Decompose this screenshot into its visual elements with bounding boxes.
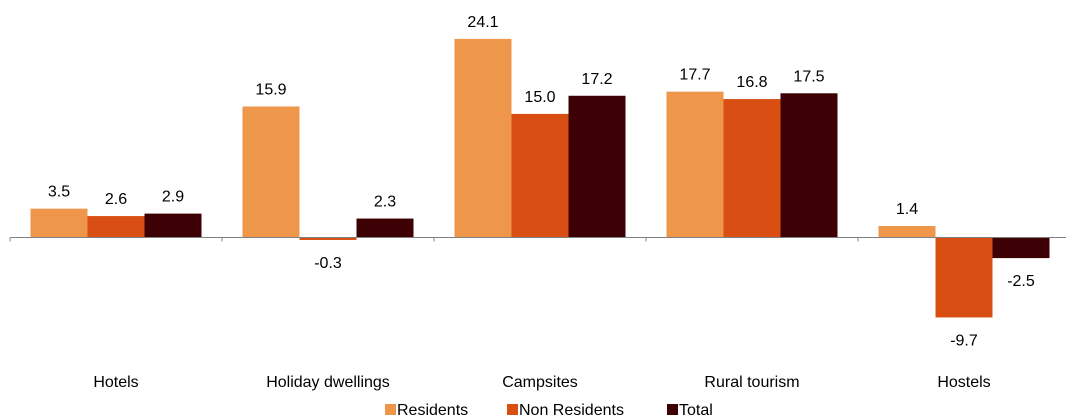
bar-hotels-total (144, 213, 202, 238)
category-label-rural-tourism: Rural tourism (704, 374, 799, 391)
data-label-rural-tourism-non-residents: 16.8 (736, 74, 767, 91)
legend-label-non-residents: Non Residents (519, 402, 624, 419)
legend-label-residents: Residents (397, 402, 468, 419)
bar-hostels-residents (878, 225, 936, 238)
legend-item-non-residents: Non Residents (507, 402, 624, 419)
data-label-campsites-residents: 24.1 (467, 14, 498, 31)
bar-rural-tourism-total (780, 93, 838, 238)
bar-hostels-total (992, 237, 1050, 259)
data-label-rural-tourism-total: 17.5 (793, 68, 824, 85)
category-label-hostels: Hostels (937, 374, 990, 391)
x-axis (9, 237, 1066, 242)
bar-holiday-dwellings-non-residents (299, 237, 357, 240)
bar-hotels-non-residents (87, 216, 145, 238)
legend-item-total: Total (667, 402, 713, 419)
legend-label-total: Total (679, 402, 713, 419)
category-label-hotels: Hotels (93, 374, 138, 391)
data-label-hotels-residents: 3.5 (48, 184, 70, 201)
data-label-campsites-non-residents: 15.0 (524, 89, 555, 106)
bar-holiday-dwellings-total (356, 218, 414, 238)
legend-swatch-total (667, 404, 678, 415)
bar-hotels-residents (30, 208, 88, 238)
bar-campsites-non-residents (511, 113, 569, 238)
data-label-holiday-dwellings-non-residents: -0.3 (314, 255, 342, 272)
bar-rural-tourism-non-residents (723, 99, 781, 238)
data-label-hotels-total: 2.9 (162, 189, 184, 206)
legend-swatch-residents (385, 404, 396, 415)
category-labels-layer: Hotels Holiday dwellings Campsites Rural to… (93, 374, 990, 391)
bar-rural-tourism-residents (666, 91, 724, 238)
data-label-hostels-non-residents: -9.7 (950, 332, 978, 349)
bar-campsites-total (568, 95, 626, 238)
legend-swatch-non-residents (507, 404, 518, 415)
category-label-campsites: Campsites (502, 374, 578, 391)
data-label-hostels-total: -2.5 (1007, 273, 1035, 290)
bars-layer (30, 38, 1050, 318)
legend: Residents Non Residents Total (385, 402, 713, 419)
data-label-rural-tourism-residents: 17.7 (679, 67, 710, 84)
data-label-holiday-dwellings-residents: 15.9 (255, 81, 286, 98)
category-label-holiday-dwellings: Holiday dwellings (266, 374, 390, 391)
bar-campsites-residents (454, 38, 512, 238)
data-label-campsites-total: 17.2 (581, 71, 612, 88)
legend-item-residents: Residents (385, 402, 468, 419)
bar-holiday-dwellings-residents (242, 106, 300, 238)
bar-hostels-non-residents (935, 237, 993, 318)
data-labels-layer: 3.5 2.6 2.9 15.9 -0.3 2.3 24.1 15.0 17.2 17.7 16.8… (48, 14, 1035, 350)
data-label-holiday-dwellings-total: 2.3 (374, 194, 396, 211)
data-label-hotels-non-residents: 2.6 (105, 191, 127, 208)
data-label-hostels-residents: 1.4 (896, 201, 918, 218)
